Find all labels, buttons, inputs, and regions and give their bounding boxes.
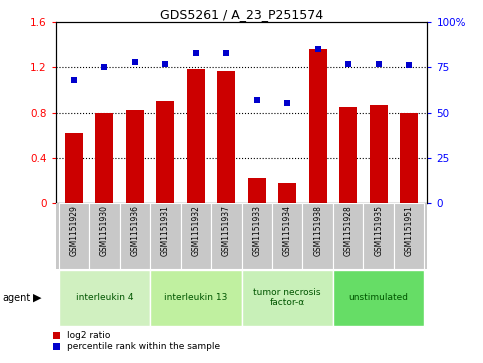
Text: GSM1151931: GSM1151931 xyxy=(161,205,170,256)
Legend: log2 ratio, percentile rank within the sample: log2 ratio, percentile rank within the s… xyxy=(53,331,220,351)
Text: interleukin 4: interleukin 4 xyxy=(75,293,133,302)
Text: GSM1151936: GSM1151936 xyxy=(130,205,139,256)
Text: GSM1151937: GSM1151937 xyxy=(222,205,231,256)
Bar xyxy=(339,107,357,203)
Bar xyxy=(150,203,181,269)
Bar xyxy=(150,270,242,326)
Point xyxy=(284,101,291,106)
Bar xyxy=(181,203,211,269)
Bar xyxy=(248,178,266,203)
Point xyxy=(100,64,108,70)
Bar xyxy=(186,69,205,203)
Point xyxy=(161,61,169,66)
Text: GSM1151938: GSM1151938 xyxy=(313,205,322,256)
Text: GSM1151933: GSM1151933 xyxy=(252,205,261,256)
Point xyxy=(405,62,413,68)
Bar xyxy=(278,183,297,203)
Point xyxy=(375,61,383,66)
Bar xyxy=(333,270,425,326)
Bar xyxy=(309,49,327,203)
Bar xyxy=(242,203,272,269)
Bar xyxy=(211,203,242,269)
Bar xyxy=(156,101,174,203)
Bar xyxy=(65,133,83,203)
Point xyxy=(192,50,199,56)
Text: ▶: ▶ xyxy=(33,293,42,303)
Bar xyxy=(217,70,235,203)
Text: GSM1151932: GSM1151932 xyxy=(191,205,200,256)
Bar xyxy=(363,203,394,269)
Bar xyxy=(333,203,363,269)
Point xyxy=(314,46,322,52)
Text: GSM1151951: GSM1151951 xyxy=(405,205,413,256)
Bar xyxy=(58,203,89,269)
Point xyxy=(253,97,261,103)
Text: agent: agent xyxy=(2,293,30,303)
Text: GSM1151929: GSM1151929 xyxy=(70,205,78,256)
Bar xyxy=(272,203,302,269)
Point xyxy=(344,61,352,66)
Text: unstimulated: unstimulated xyxy=(349,293,409,302)
Text: tumor necrosis
factor-α: tumor necrosis factor-α xyxy=(254,288,321,307)
Text: GSM1151930: GSM1151930 xyxy=(100,205,109,256)
Bar xyxy=(126,110,144,203)
Bar xyxy=(394,203,425,269)
Bar xyxy=(89,203,120,269)
Text: GSM1151928: GSM1151928 xyxy=(344,205,353,256)
Bar xyxy=(369,105,388,203)
Bar xyxy=(400,113,418,203)
Point xyxy=(222,50,230,56)
Text: GSM1151935: GSM1151935 xyxy=(374,205,383,256)
Text: interleukin 13: interleukin 13 xyxy=(164,293,227,302)
Bar xyxy=(95,113,114,203)
Title: GDS5261 / A_23_P251574: GDS5261 / A_23_P251574 xyxy=(160,8,323,21)
Text: GSM1151934: GSM1151934 xyxy=(283,205,292,256)
Bar xyxy=(242,270,333,326)
Point xyxy=(70,77,78,83)
Bar xyxy=(58,270,150,326)
Bar xyxy=(302,203,333,269)
Point xyxy=(131,59,139,65)
Bar xyxy=(120,203,150,269)
